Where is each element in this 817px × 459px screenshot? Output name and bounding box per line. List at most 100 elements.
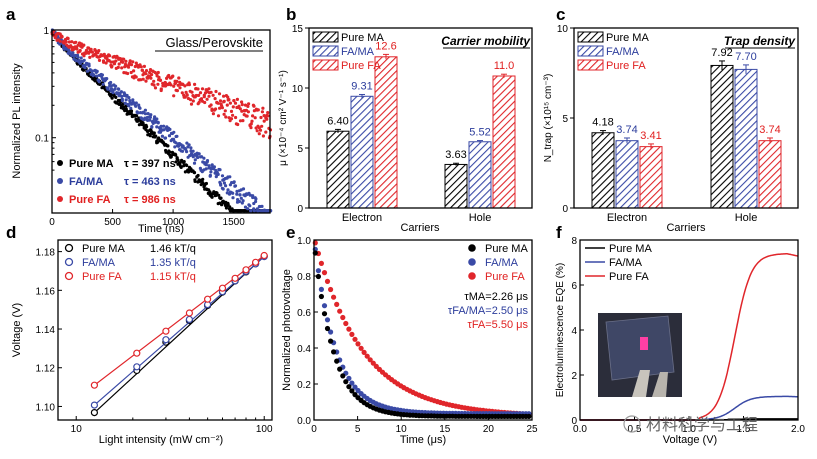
data-point <box>214 107 218 111</box>
legend-label-fa-ma: FA/MA <box>485 257 519 269</box>
data-point <box>102 52 106 57</box>
legend-label-pure-fa: Pure FA <box>82 271 122 283</box>
data-point <box>134 75 138 79</box>
data-point <box>142 118 146 122</box>
data-point <box>117 62 121 66</box>
data-point <box>218 99 223 103</box>
y-tick-label: 1 <box>43 26 49 37</box>
data-point <box>218 106 222 110</box>
data-point <box>346 326 352 332</box>
data-point <box>159 124 163 128</box>
data-point <box>324 325 331 332</box>
data-point <box>126 71 130 76</box>
bar <box>326 130 350 209</box>
data-point <box>155 117 159 121</box>
data-point <box>110 96 114 100</box>
data-point <box>100 73 104 77</box>
data-point <box>328 338 334 344</box>
data-point <box>102 60 106 64</box>
y-tick-label: 2 <box>571 371 577 382</box>
x-tick-label: 5 <box>355 424 361 435</box>
y-axis-label: Normalized PL intensity <box>11 63 23 179</box>
bar <box>591 132 615 209</box>
data-point <box>128 59 132 63</box>
data-point <box>152 83 156 87</box>
data-point <box>349 380 355 386</box>
data-point <box>349 331 355 337</box>
data-point <box>126 65 131 69</box>
panel-f-el-eqe: Pure MA FA/MA Pure FA 0.0 0.5 1.0 1.5 2.0 0 2 4… <box>555 236 805 446</box>
data-point <box>117 87 121 91</box>
legend-marker-fa-ma <box>57 178 63 184</box>
x-axis-label: Carriers <box>400 222 440 234</box>
y-tick-label: 10 <box>557 24 569 35</box>
data-point <box>174 141 178 145</box>
data-point <box>111 91 115 95</box>
data-point <box>324 278 331 284</box>
series-pure-fa: 3.41 3.74 <box>639 124 782 209</box>
data-point <box>266 111 270 115</box>
data-point <box>258 128 263 132</box>
data-point <box>74 40 78 44</box>
data-point <box>352 336 358 342</box>
legend-label-pure-fa: Pure FA <box>485 271 525 283</box>
data-point <box>229 117 234 121</box>
legend: Pure MA τ = 397 ns FA/MA τ = 463 ns Pure… <box>57 158 176 206</box>
data-point <box>318 286 324 292</box>
data-point <box>139 65 143 69</box>
data-point <box>234 115 238 120</box>
data-point <box>217 193 221 197</box>
data-point <box>155 125 159 129</box>
data-point <box>160 134 164 138</box>
data-point <box>127 96 131 100</box>
data-point <box>167 134 172 138</box>
data-point <box>70 40 74 44</box>
data-point <box>128 99 132 103</box>
data-point <box>168 150 172 154</box>
probe-right <box>652 372 668 397</box>
data-point <box>176 158 180 162</box>
x-tick-label: 1500 <box>223 217 246 228</box>
data-point <box>254 199 258 204</box>
data-point <box>211 93 215 97</box>
axis-ticks: 0 500 1000 1500 1 0.1 <box>35 26 245 228</box>
x-tick-label: 100 <box>256 424 273 435</box>
data-point <box>125 93 129 98</box>
data-point <box>192 161 197 165</box>
data-point <box>119 90 123 94</box>
y-tick-label: 15 <box>292 24 304 35</box>
legend-label-pure-ma: Pure MA <box>609 243 652 255</box>
data-point <box>87 64 91 68</box>
tau-label-pure-ma: τ = 397 ns <box>124 158 176 170</box>
data-point <box>236 122 240 127</box>
emission-spot <box>640 337 648 350</box>
legend-label-pure-ma: Pure MA <box>485 243 528 255</box>
x-tick-label: 0 <box>49 217 55 228</box>
legend: Pure MA FA/MA Pure FA <box>312 31 384 72</box>
legend-label-pure-fa: Pure FA <box>606 60 646 72</box>
x-tick-label: 0 <box>311 424 317 435</box>
data-point <box>318 260 324 266</box>
data-point <box>261 106 265 110</box>
data-point <box>343 379 349 385</box>
data-point <box>251 114 255 118</box>
legend-swatch-fa-ma <box>312 45 339 57</box>
data-point <box>212 165 216 169</box>
data-point <box>156 70 160 75</box>
data-point <box>169 83 173 87</box>
y-tick-label: 10 <box>292 84 304 95</box>
data-point <box>367 357 373 363</box>
data-point <box>143 108 147 112</box>
y-tick-label: 1.0 <box>297 236 311 247</box>
data-point <box>214 89 218 94</box>
data-point <box>106 87 110 91</box>
y-tick-label: 1.12 <box>36 364 56 375</box>
data-point <box>132 69 136 73</box>
bar <box>734 68 758 209</box>
data-point <box>254 197 258 201</box>
bar <box>374 56 398 209</box>
data-point <box>197 100 201 104</box>
data-point <box>238 193 242 197</box>
data-point <box>233 101 238 105</box>
data-point <box>82 58 86 62</box>
